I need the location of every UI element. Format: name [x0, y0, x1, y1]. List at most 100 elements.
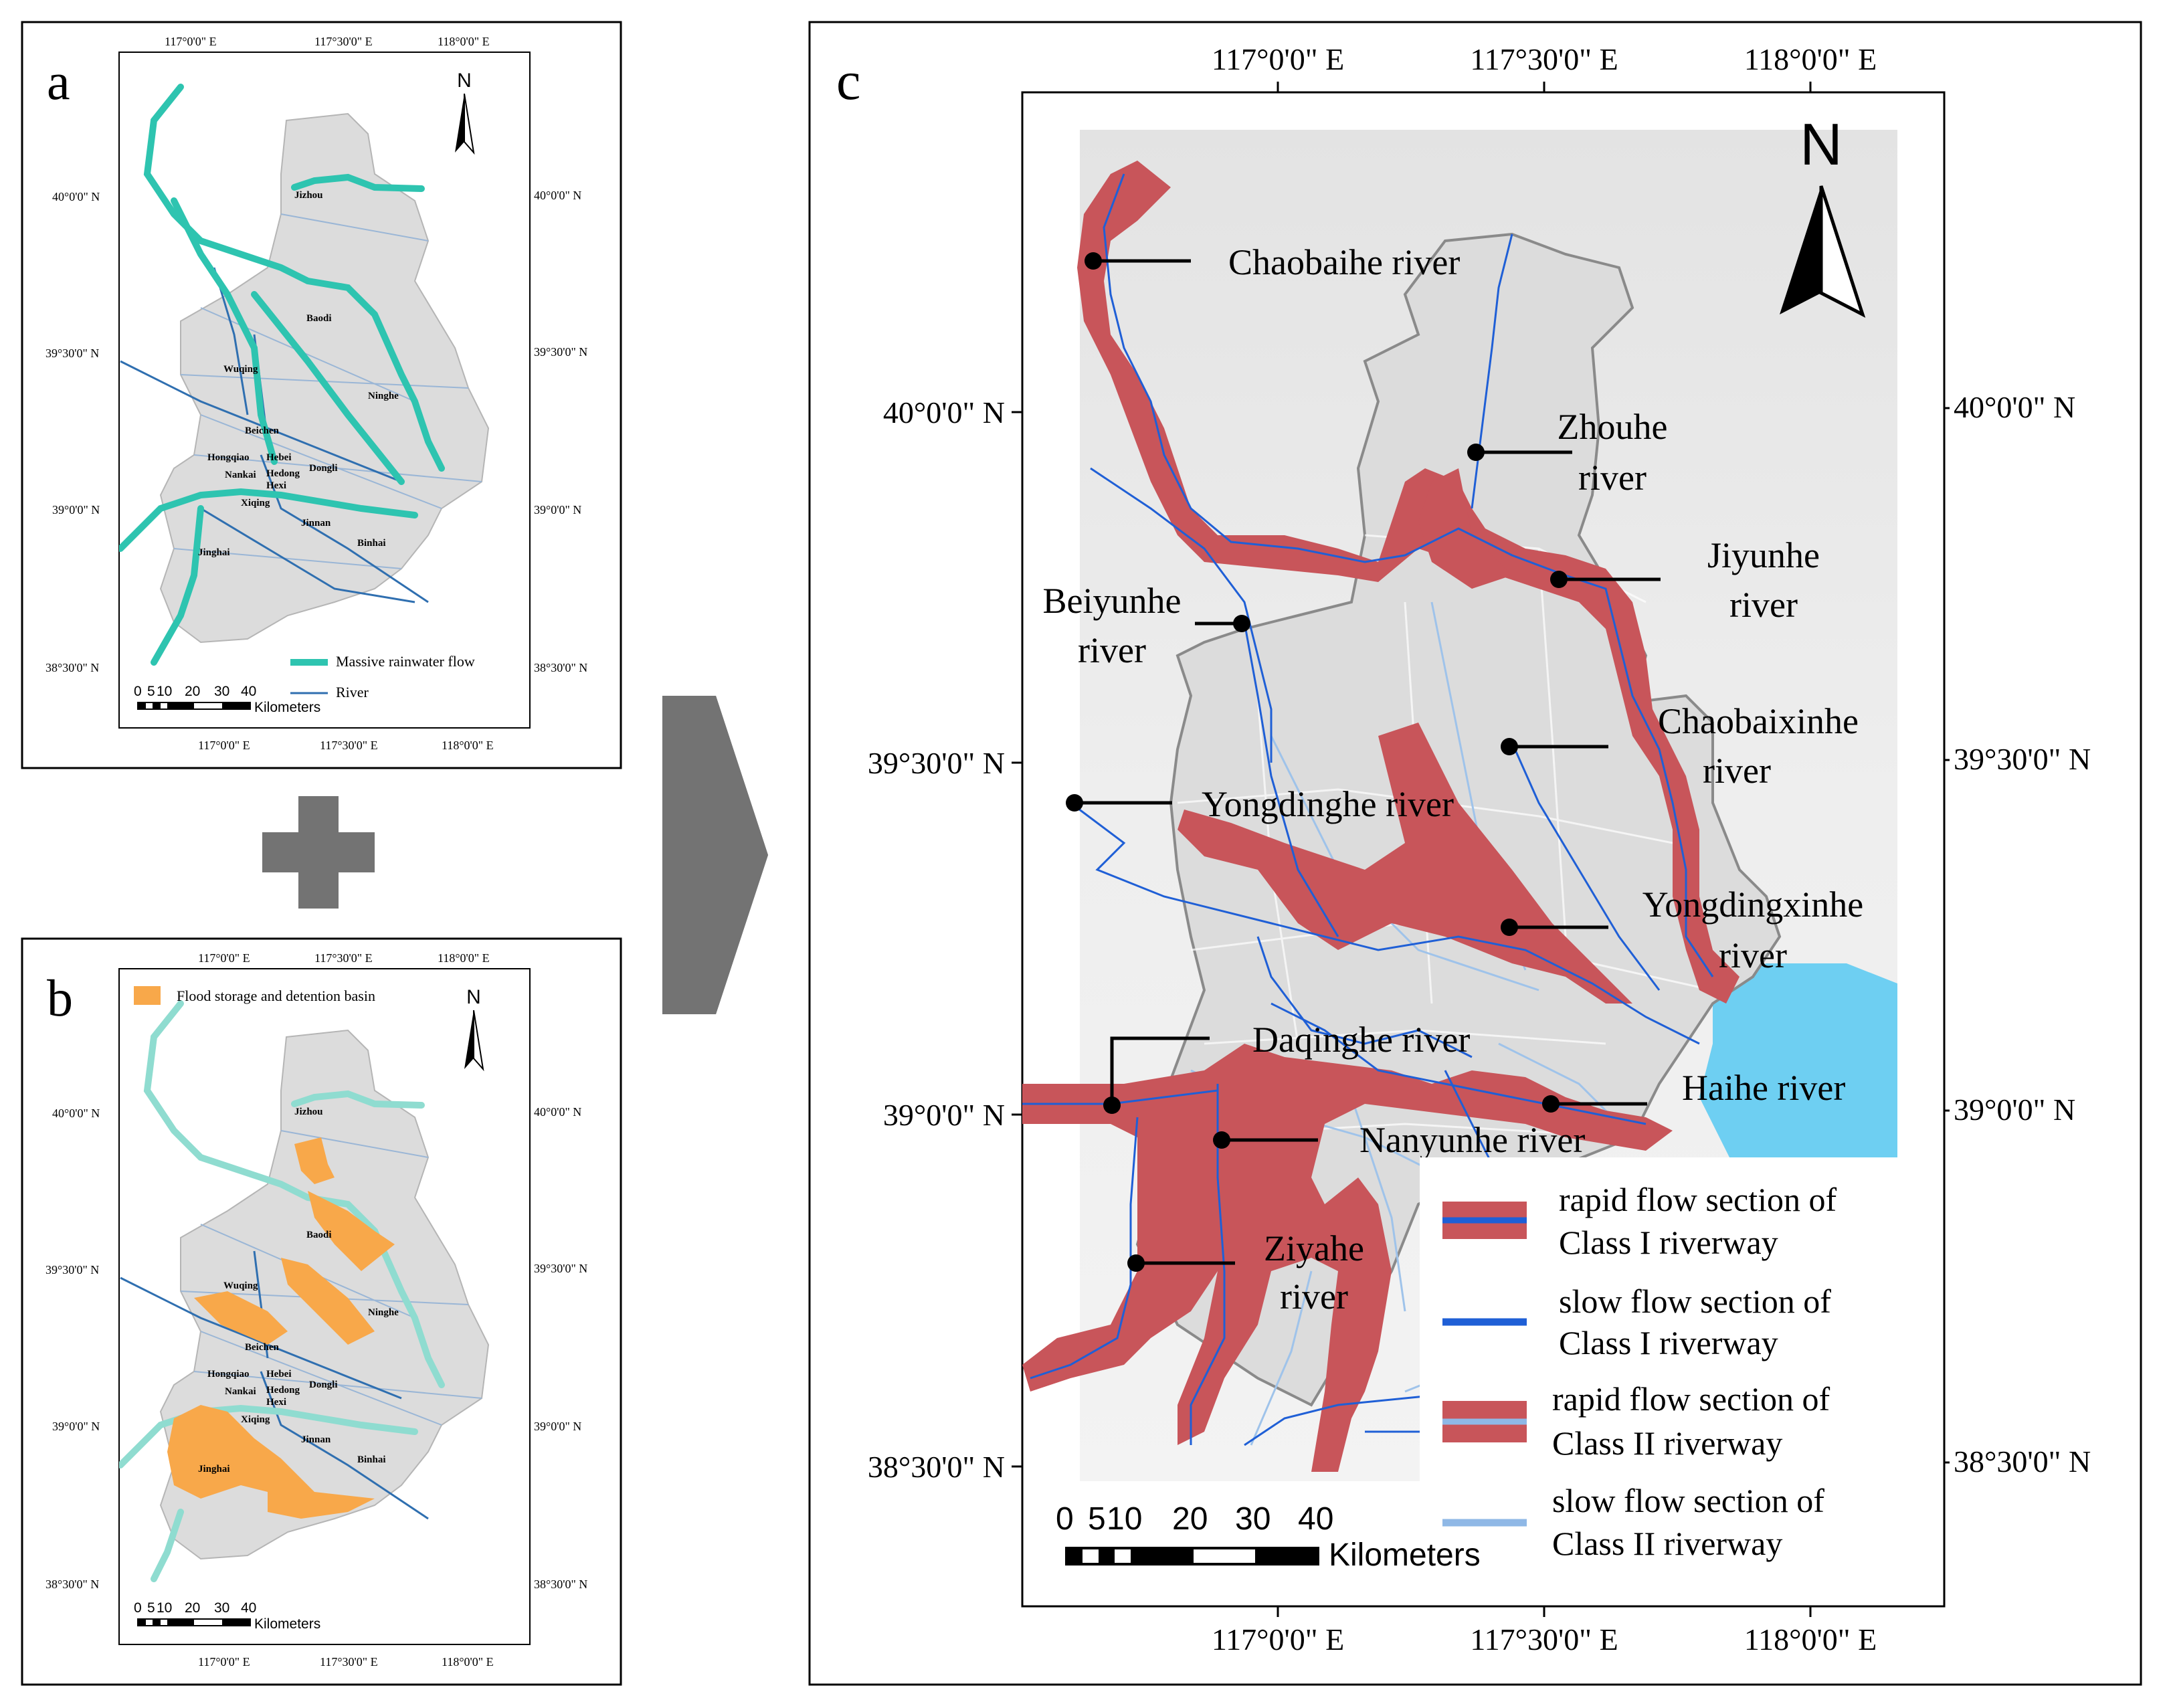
panel-b-scale-bar: 0 5 10 20 30 40 Kilometers — [134, 1600, 320, 1632]
place-label: Baodi — [306, 1230, 332, 1240]
river-label: Yongdingxinhe — [1642, 884, 1864, 925]
panel-c-axis-labels: 117°0'0" E 117°30'0" E 118°0'0" E 117°0'… — [868, 42, 2091, 1656]
river-marker — [1550, 571, 1568, 588]
svg-text:40: 40 — [1298, 1501, 1333, 1537]
right-tick: 39°0'0" N — [1954, 1093, 2075, 1127]
river-label-line2: river — [1703, 751, 1771, 791]
place-label: Wuqing — [223, 1280, 258, 1291]
bottom-tick: 118°0'0" E — [1744, 1622, 1877, 1656]
river-label: Chaobaixinhe — [1658, 701, 1859, 741]
left-tick: 39°0'0" N — [883, 1098, 1005, 1132]
scale-unit: Kilometers — [254, 700, 320, 715]
river-marker — [1127, 1254, 1145, 1272]
top-tick: 118°0'0" E — [1744, 42, 1877, 76]
legend-label: rapid flow section of — [1559, 1181, 1837, 1218]
place-label: Hexi — [266, 1397, 286, 1408]
svg-text:10: 10 — [157, 684, 172, 699]
north-arrow-icon: N — [455, 70, 475, 155]
place-label: Hedong — [266, 1385, 300, 1396]
place-label: Hedong — [266, 468, 300, 479]
panel-a-top-tick-3: 118°0'0" E — [438, 35, 490, 48]
panel-b-top-tick-2: 117°30'0" E — [314, 951, 373, 965]
svg-text:10: 10 — [157, 1600, 172, 1616]
panel-b-left-tick-1: 40°0'0" N — [52, 1107, 100, 1120]
class-i-rivers — [1022, 173, 1714, 1446]
panel-a-bottom-tick-1: 117°0'0" E — [198, 739, 250, 752]
river-marker — [1213, 1131, 1230, 1149]
svg-text:40: 40 — [241, 1600, 256, 1616]
svg-text:N: N — [1800, 111, 1843, 177]
panel-a-right-tick-2: 39°30'0" N — [534, 345, 587, 359]
place-label: Hongqiao — [207, 1369, 250, 1380]
svg-text:0: 0 — [134, 1600, 142, 1616]
panel-b-bottom-tick-1: 117°0'0" E — [198, 1655, 250, 1669]
river-label: Yongdinghe river — [1202, 784, 1454, 824]
legend-rainwater-label: Massive rainwater flow — [336, 653, 475, 670]
top-tick: 117°0'0" E — [1212, 42, 1344, 76]
panel-b-top-tick-1: 117°0'0" E — [198, 951, 250, 965]
place-label: Binhai — [357, 1454, 386, 1465]
panel-c-tick-marks — [1012, 82, 1950, 1617]
panel-a-scale-bar: 0 5 10 20 30 40 Kilometers — [134, 684, 320, 715]
legend-river-label: River — [336, 684, 369, 700]
place-label: Wuqing — [223, 364, 258, 375]
river-label: Jiyunhe — [1707, 535, 1820, 575]
panel-b-top-tick-3: 118°0'0" E — [438, 951, 490, 965]
legend-label: rapid flow section of — [1552, 1380, 1830, 1418]
river-marker — [1085, 252, 1102, 270]
right-tick: 40°0'0" N — [1954, 390, 2075, 424]
place-label: Hexi — [266, 480, 286, 491]
panel-a-bottom-tick-3: 118°0'0" E — [442, 739, 494, 752]
panel-b-left-tick-3: 39°0'0" N — [52, 1420, 100, 1433]
left-tick: 38°30'0" N — [868, 1450, 1005, 1484]
river-markers — [1066, 252, 1568, 1272]
panel-a-place-labels: Jizhou Baodi Wuqing Ninghe Beichen Hongq… — [198, 190, 399, 558]
panel-a-right-tick-1: 40°0'0" N — [534, 189, 581, 202]
panel-a-letter: a — [47, 52, 70, 110]
left-tick: 40°0'0" N — [883, 395, 1005, 430]
panel-b-map-frame — [118, 968, 531, 1645]
svg-text:30: 30 — [214, 684, 229, 699]
plus-icon — [262, 796, 375, 909]
panel-b-right-tick-1: 40°0'0" N — [534, 1105, 581, 1119]
river-marker — [1103, 1097, 1121, 1114]
place-label: Ninghe — [368, 1307, 399, 1318]
svg-text:20: 20 — [185, 1600, 200, 1616]
river-marker — [1542, 1095, 1560, 1113]
panel-a-top-tick-1: 117°0'0" E — [165, 35, 217, 48]
svg-text:N: N — [466, 986, 481, 1008]
svg-text:10: 10 — [1107, 1501, 1142, 1537]
svg-text:5: 5 — [147, 684, 155, 699]
panel-a-right-tick-4: 38°30'0" N — [534, 661, 587, 674]
legend-label-line2: Class II riverway — [1552, 1525, 1782, 1562]
legend-label-line2: Class II riverway — [1552, 1424, 1782, 1462]
north-arrow-icon: N — [1780, 111, 1866, 318]
panel-b-map — [119, 1000, 490, 1582]
panel-b: b — [21, 937, 622, 1686]
legend-label: slow flow section of — [1552, 1482, 1824, 1519]
river-label: Chaobaihe river — [1228, 242, 1460, 282]
panel-b-right-tick-3: 39°0'0" N — [534, 1420, 581, 1433]
river-label: Nanyunhe river — [1359, 1120, 1585, 1160]
river-marker — [1501, 738, 1518, 755]
legend-label-line2: Class I riverway — [1559, 1324, 1778, 1361]
place-label: Dongli — [309, 1380, 338, 1390]
river-label-line2: river — [1578, 458, 1647, 498]
left-tick: 39°30'0" N — [868, 746, 1005, 780]
legend-label: slow flow section of — [1559, 1283, 1831, 1320]
panel-b-left-tick-4: 38°30'0" N — [45, 1578, 99, 1591]
svg-text:20: 20 — [185, 684, 200, 699]
right-tick: 39°30'0" N — [1954, 742, 2091, 776]
panel-c-letter: c — [836, 50, 860, 111]
panel-a-left-tick-4: 38°30'0" N — [45, 661, 99, 674]
place-label: Hebei — [266, 1369, 292, 1380]
top-tick: 117°30'0" E — [1470, 42, 1618, 76]
panel-a-left-tick-2: 39°30'0" N — [45, 347, 99, 360]
place-label: Jinnan — [301, 1434, 331, 1445]
bottom-tick: 117°30'0" E — [1470, 1622, 1618, 1656]
district-lines — [173, 213, 482, 569]
svg-text:30: 30 — [1235, 1501, 1271, 1537]
panel-a-top-tick-2: 117°30'0" E — [314, 35, 373, 48]
place-label: Xiqing — [241, 1414, 270, 1425]
panel-a-left-tick-3: 39°0'0" N — [52, 503, 100, 516]
